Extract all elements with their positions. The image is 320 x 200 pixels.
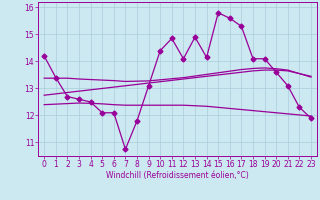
X-axis label: Windchill (Refroidissement éolien,°C): Windchill (Refroidissement éolien,°C) <box>106 171 249 180</box>
